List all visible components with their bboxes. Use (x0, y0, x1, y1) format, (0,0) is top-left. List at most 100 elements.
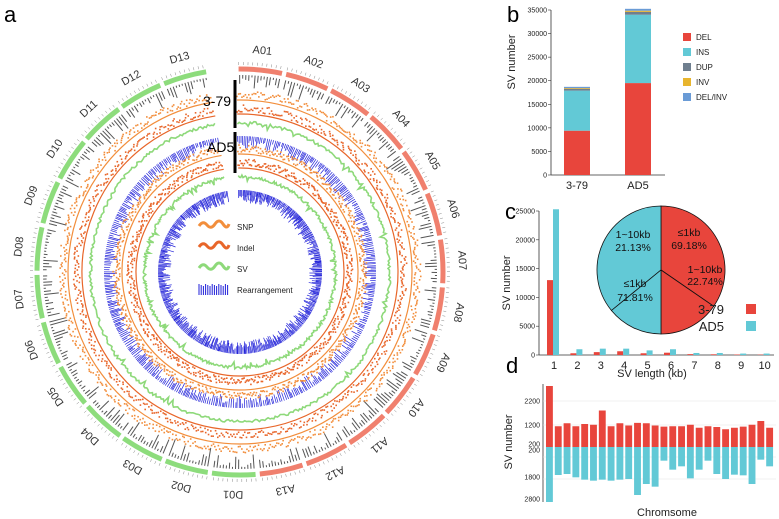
density-bar (392, 372, 405, 382)
variant-point (215, 150, 217, 152)
variant-point (269, 377, 272, 379)
variant-point (368, 372, 370, 375)
rearrangement-mark (223, 344, 226, 353)
density-bar (317, 92, 322, 101)
variant-point (192, 371, 195, 374)
variant-point (183, 366, 186, 368)
rearrangement-mark (189, 326, 198, 337)
variant-point (160, 193, 163, 196)
density-bar (368, 410, 375, 417)
variant-point (118, 241, 121, 243)
variant-point (132, 240, 135, 243)
variant-point (205, 374, 208, 376)
variant-point (362, 380, 364, 382)
variant-point (219, 396, 222, 399)
rearrangement-mark (262, 193, 266, 202)
variant-point (156, 175, 159, 178)
variant-point (134, 306, 137, 308)
variant-point (66, 252, 68, 254)
variant-point (397, 299, 400, 302)
rearrangement-mark (169, 308, 180, 315)
variant-point (299, 105, 301, 108)
variant-point (285, 386, 288, 388)
variant-point (110, 367, 112, 369)
variant-point (121, 306, 124, 309)
rearrangement-mark (250, 346, 252, 354)
variant-point (120, 141, 122, 144)
variant-point (194, 112, 197, 114)
chromosome-tick (34, 227, 38, 229)
variant-point (340, 308, 343, 310)
legend-swatch (683, 93, 691, 101)
variant-point (355, 320, 358, 322)
variant-point (119, 245, 122, 247)
rearrangement-mark (244, 190, 247, 201)
variant-point (248, 394, 251, 396)
variant-point (209, 163, 211, 166)
variant-point (256, 436, 259, 438)
density-bar (387, 150, 396, 159)
rearrangement-mark (222, 402, 224, 407)
variant-point (330, 405, 332, 408)
variant-point (150, 404, 153, 407)
rearrangement-mark (111, 313, 119, 317)
variant-point (330, 122, 333, 124)
variant-point (88, 328, 90, 330)
variant-point (151, 358, 154, 361)
variant-point (166, 111, 169, 114)
variant-point (361, 296, 363, 299)
variant-point (414, 315, 417, 317)
density-bar (366, 123, 371, 128)
variant-point (351, 225, 353, 227)
variant-point (303, 355, 306, 358)
variant-point (346, 254, 348, 256)
chromosome-tick (154, 461, 157, 464)
variant-point (308, 356, 311, 359)
rearrangement-mark (171, 312, 181, 319)
variant-point (284, 369, 287, 372)
variant-point (167, 374, 170, 377)
chromosome-label-d06: D06 (23, 338, 41, 361)
variant-point (360, 235, 362, 238)
variant-point (181, 435, 184, 438)
variant-point (138, 343, 140, 345)
chart-b-category-379: 3-79 (566, 180, 588, 192)
variant-point (329, 336, 332, 339)
rearrangement-mark (163, 242, 176, 248)
chart-c-xtick: 8 (715, 360, 721, 372)
variant-point (175, 179, 178, 182)
variant-point (192, 170, 194, 172)
density-bar (411, 337, 425, 343)
variant-point (199, 375, 201, 378)
rearrangement-mark (114, 322, 122, 326)
density-bar (386, 379, 400, 389)
bar-ad5-chr19 (704, 447, 712, 461)
rearrangement-mark (280, 332, 286, 341)
variant-point (155, 357, 158, 360)
variant-point (290, 175, 293, 177)
variant-point (301, 118, 303, 121)
rearrangement-mark (281, 142, 284, 147)
rearrangement-mark (222, 340, 226, 353)
density-bar (181, 83, 184, 86)
chromosome-tick (280, 474, 282, 478)
rearrangement-mark (219, 192, 224, 205)
variant-point (398, 304, 400, 307)
variant-point (259, 448, 262, 450)
chromosome-label-d02: D02 (170, 478, 193, 495)
variant-point (335, 189, 337, 192)
rearrangement-mark (164, 302, 169, 305)
variant-point (238, 164, 240, 167)
variant-point (405, 321, 408, 324)
variant-point (175, 437, 178, 440)
variant-point (309, 126, 312, 128)
rearrangement-mark (347, 346, 352, 351)
variant-point (157, 346, 160, 349)
svg-text:Indel: Indel (237, 244, 255, 253)
rearrangement-mark (282, 204, 288, 213)
variant-point (346, 292, 348, 295)
density-bar (158, 92, 163, 101)
bar-3-79-2 (570, 353, 577, 355)
variant-point (119, 275, 121, 278)
variant-point (169, 183, 171, 186)
